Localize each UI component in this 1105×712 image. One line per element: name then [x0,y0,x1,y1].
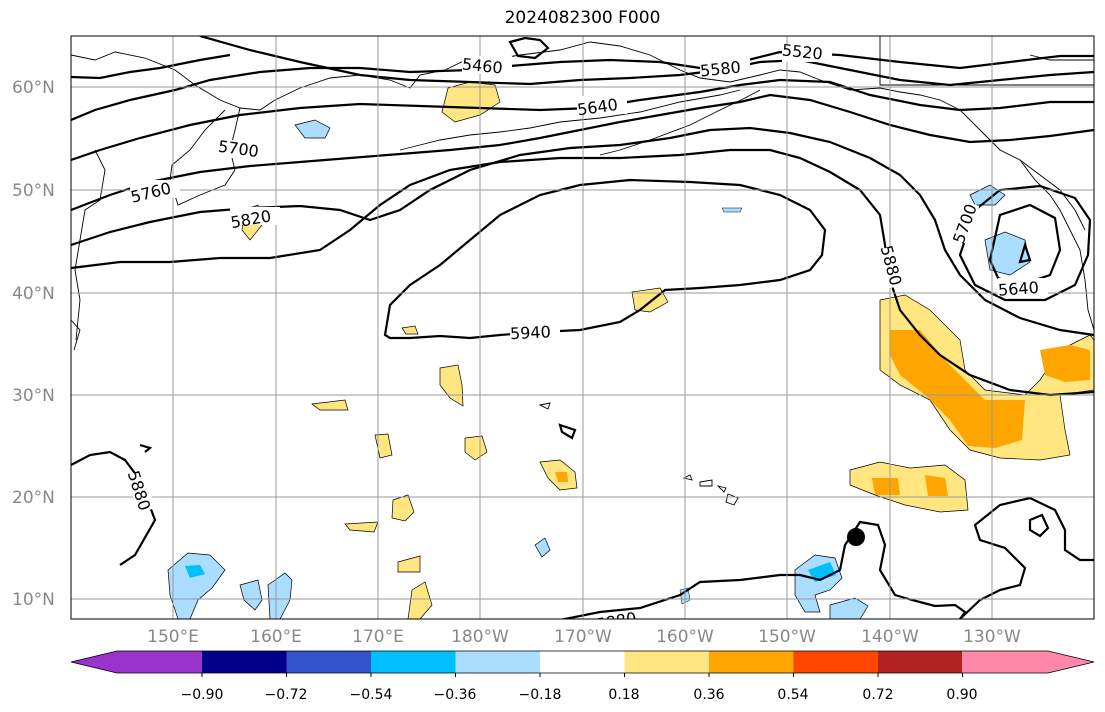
lat-label: 10°N [12,590,55,610]
contour-label: 5640 [997,278,1039,300]
lon-label: 160°E [250,627,302,647]
gridlines [71,36,1094,619]
lon-label: 150°E [147,627,199,647]
colorbar-segment [709,651,794,673]
colorbar-segment [540,651,625,673]
colorbar-tick-label: −0.36 [434,687,477,703]
contour-label: 5580 [699,57,741,80]
lat-label: 20°N [12,488,55,508]
colorbar-segment [455,651,541,673]
map-title: 2024082300 F000 [504,8,661,28]
colorbar [70,650,1095,677]
longitude-labels: 150°E 160°E 170°E 180°W 170°W 160°W 150°… [147,627,1021,647]
colorbar-tick-label: 0.90 [946,687,977,703]
lon-label: 160°W [656,627,714,647]
positive-anomaly-areas [134,81,1094,619]
lon-label: 140°W [861,627,919,647]
islands [538,402,739,506]
colorbar-outline [70,650,1095,674]
negative-anomaly-areas [167,119,1031,619]
contour-label: 5460 [461,54,503,77]
colorbar-tick-label: −0.72 [265,687,308,703]
colorbar-segment [71,651,202,673]
colorbar-segment [878,651,963,673]
colorbar-tick-label: −0.90 [181,687,224,703]
colorbar-segment [202,651,287,673]
colorbar-segment [624,651,710,673]
contour-label: 5520 [781,40,823,63]
lon-label: 170°E [352,627,404,647]
lon-label: 170°W [554,627,612,647]
contour-label: 5940 [510,322,552,343]
lat-label: 60°N [12,78,55,98]
height-contours [71,36,1094,619]
colorbar-tick-labels: −0.90 −0.72 −0.54 −0.36 −0.18 0.18 0.36 … [181,687,978,703]
contour-label: 5880 [595,608,638,634]
colorbar-segment [793,651,879,673]
colorbar-tick-label: −0.18 [519,687,562,703]
lat-label: 40°N [12,284,55,304]
marker-dot [847,528,865,546]
lon-label: 150°W [758,627,816,647]
lon-label: 180°W [451,627,509,647]
colorbar-tick-label: 0.36 [693,687,724,703]
lon-label: 130°W [963,627,1021,647]
coastlines [71,36,1094,351]
colorbar-tick-label: 0.18 [608,687,639,703]
lat-label: 50°N [12,181,55,201]
latitude-labels: 60°N 50°N 40°N 30°N 20°N 10°N [12,78,55,610]
colorbar-segment [286,651,372,673]
colorbar-tick-label: −0.54 [350,687,393,703]
colorbar-tick-label: 0.54 [777,687,808,703]
map-frame [70,35,1095,620]
contour-labels: 5460 5520 5580 5640 5700 5760 5820 5940 … [124,40,1048,634]
colorbar-tick-label: 0.72 [862,687,893,703]
colorbar-segment [371,651,456,673]
colorbar-segment [962,651,1094,673]
lat-label: 30°N [12,386,55,406]
